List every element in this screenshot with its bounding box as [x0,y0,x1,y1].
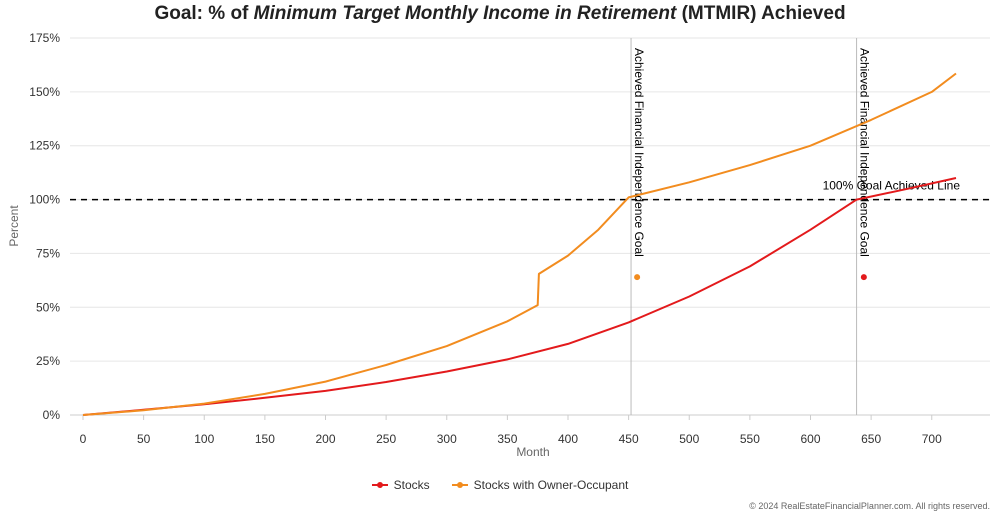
series-line-stocks [82,177,957,416]
copyright: © 2024 RealEstateFinancialPlanner.com. A… [749,501,990,511]
y-tick-label: 0% [43,408,61,422]
title-part-2: Minimum Target Monthly Income in Retirem… [253,3,677,24]
annotation-marker-1 [634,274,641,281]
title-part-3: (MTMIR) Achieved [676,3,846,24]
annotation-label-1: Achieved Financial Independence Goal [632,48,646,257]
x-tick-label: 150 [255,432,275,446]
y-axis-label: Percent [7,205,21,247]
y-tick-label: 125% [29,139,60,153]
x-tick-label: 350 [497,432,517,446]
x-tick-label: 650 [861,432,881,446]
legend-label-stocks: Stocks [393,478,430,492]
y-tick-label: 75% [36,246,60,260]
legend-label-owner-occupant: Stocks with Owner-Occupant [473,478,629,492]
legend-marker-owner-occupant [451,480,468,490]
x-tick-label: 600 [800,432,820,446]
x-tick-label: 550 [740,432,760,446]
series-line-owner-occupant [82,72,957,416]
series-lines [82,72,957,416]
y-tick-label: 175% [29,31,60,45]
title-part-1: Goal: % of [154,3,254,24]
x-tick-label: 500 [679,432,699,446]
x-tick-label: 200 [315,432,335,446]
x-tick-label: 250 [376,432,396,446]
grid-lines [70,37,990,416]
x-tick-label: 300 [437,432,457,446]
annotation-label-2: Achieved Financial Independence Goal [858,48,872,257]
y-tick-label: 50% [36,300,60,314]
y-tick-label: 25% [36,354,60,368]
legend-marker-stocks [371,480,388,490]
x-tick-label: 0 [80,432,87,446]
legend: Stocks Stocks with Owner-Occupant [0,478,1000,492]
y-axis-ticks: 0% 25% 50% 75% 100% 125% 150% 175% [29,31,60,422]
x-tick-label: 50 [137,432,151,446]
y-tick-label: 150% [29,85,60,99]
x-axis-ticks: 0 50 100 150 200 250 300 350 400 450 500 550 600 650 7… [80,415,942,446]
x-tick-label: 100 [194,432,214,446]
legend-item-owner-occupant[interactable]: Stocks with Owner-Occupant [451,478,629,492]
x-axis-label: Month [516,445,549,459]
annotation-marker-2 [860,274,867,281]
x-tick-label: 700 [922,432,942,446]
legend-item-stocks[interactable]: Stocks [371,478,430,492]
x-tick-label: 450 [619,432,639,446]
chart-title: Goal: % of Minimum Target Monthly Income… [0,3,1000,25]
y-tick-label: 100% [29,193,60,207]
x-tick-label: 400 [558,432,578,446]
